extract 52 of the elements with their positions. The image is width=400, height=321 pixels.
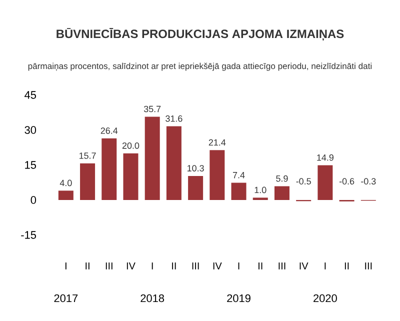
y-tick-label: 15 [25,161,36,169]
data-label: 31.6 [166,115,182,122]
text: 2020 [314,294,337,302]
data-label: -0.3 [361,178,376,184]
bar [144,116,160,200]
text: 2017 [54,294,78,302]
x-tick-label: II [172,262,176,270]
data-label: 5.9 [276,175,288,182]
bar [58,190,74,200]
x-tick-label: I [324,262,326,270]
bar [80,163,96,200]
data-label: 20.0 [122,142,140,149]
y-tick-label: 45 [24,91,36,99]
x-tick-label: III [192,262,199,270]
data-label: 4.0 [60,180,72,186]
data-label: 7.4 [232,172,245,178]
data-label: 35.7 [144,106,161,112]
x-tick-label: III [106,262,112,270]
x-tick-label: IV [126,262,136,270]
y-tick-label: 0 [30,196,36,204]
x-tick-label: IV [300,262,308,270]
data-label: -0.6 [339,178,354,184]
x-tick-label: I [238,262,240,270]
bar [123,153,138,200]
text: 2018 [140,294,164,302]
x-tick-label: I [65,262,66,270]
data-label: 21.4 [208,139,226,146]
data-label: 14.9 [317,154,334,161]
bar [102,138,117,200]
x-tick-label: III [278,262,286,270]
chart-subtitle: pārmaiņas procentos, salīdzinot ar pret iepriekšējā gada attiecīgo periodu, neizlīdzināti dati [28,62,372,71]
x-tick-label: III [365,262,372,270]
data-label: 26.4 [100,128,118,134]
bar [231,182,246,200]
data-label: 1.0 [254,186,266,194]
bar [166,126,182,200]
chart-title: BŪVNIECĪBAS PRODUKCIJAS APJOMA IZMAIŅAS [56,28,344,41]
bar [210,150,225,200]
x-tick-label: II [344,262,349,270]
data-label: -0.5 [296,178,311,184]
data-label: 15.7 [79,152,96,159]
bar [274,186,290,200]
y-tick-label: -15 [21,231,36,239]
x-tick-label: II [258,262,262,270]
data-label: 10.3 [188,165,204,172]
text: 2019 [227,294,250,302]
bar [318,165,333,200]
x-tick-label: IV [213,262,222,270]
y-tick-label: 30 [24,126,36,134]
bar [188,176,204,200]
x-tick-label: II [86,262,90,270]
x-tick-label: I [152,262,153,270]
